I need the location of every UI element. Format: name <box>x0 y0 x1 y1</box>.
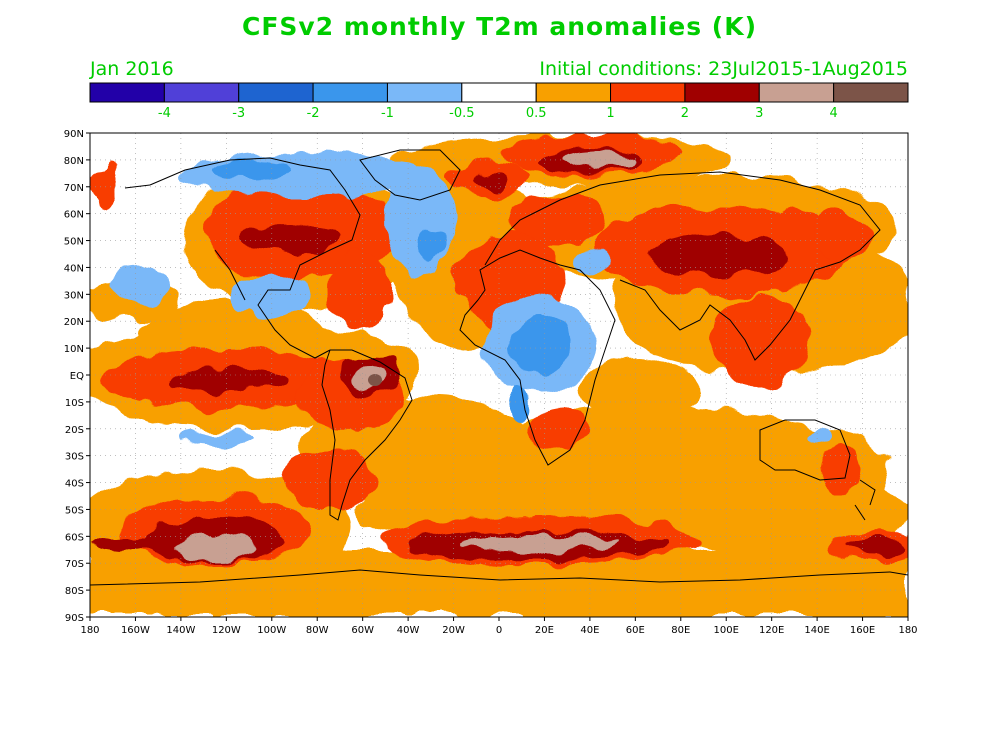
lon-label: 100W <box>257 625 286 636</box>
lat-label: 40S <box>65 479 84 490</box>
colorbar-tick-label: -0.5 <box>449 106 474 121</box>
lon-label: 60E <box>626 625 645 636</box>
longitude-labels: 180 160W 140W 120W 100W 80W 60W 40W 20W 0 20E 40E 60… <box>80 617 918 636</box>
colorbar-tick-label: 0.5 <box>526 106 547 121</box>
lon-label: 60W <box>351 625 374 636</box>
lat-label: 80N <box>64 156 84 167</box>
colorbar-tick-label: 2 <box>681 106 689 121</box>
lon-label: 40W <box>397 625 420 636</box>
lon-label: 40E <box>580 625 599 636</box>
colorbar-swatch <box>833 82 909 103</box>
colorbar-tick-label: 3 <box>755 106 763 121</box>
lat-label: 90S <box>65 613 84 624</box>
anomaly-field-lightblue <box>110 153 832 448</box>
lat-label: 30N <box>64 290 84 301</box>
lat-label: 90N <box>64 129 84 140</box>
lat-label: EQ <box>70 371 84 382</box>
latitude-labels: 90N 80N 70N 60N 50N 40N 30N 20N 10N EQ 10S 20S 30S 40… <box>64 129 90 624</box>
chart-title: CFSv2 monthly T2m anomalies (K) <box>241 12 758 41</box>
colorbar-tick-label: 4 <box>829 106 837 121</box>
lat-label: 70N <box>64 183 84 194</box>
lat-label: 10S <box>65 398 84 409</box>
lon-label: 140W <box>166 625 195 636</box>
colorbar-tick-label: -3 <box>232 106 245 121</box>
lon-label: 160W <box>121 625 150 636</box>
lat-label: 50N <box>64 237 84 248</box>
lat-label: 20S <box>65 425 84 436</box>
valid-month-label: Jan 2016 <box>90 58 174 80</box>
lon-label: 140E <box>804 625 829 636</box>
lon-label: 120E <box>759 625 784 636</box>
lon-label: 180 <box>80 625 99 636</box>
colorbar: -4 -3 -2 -1 -0.5 0.5 1 2 3 4 <box>89 82 909 121</box>
colorbar-tick-label: -4 <box>158 106 171 121</box>
colorbar-tick-label: 1 <box>606 106 614 121</box>
graticule <box>90 133 908 617</box>
lon-label: 80W <box>306 625 329 636</box>
lat-label: 60S <box>65 532 84 543</box>
lat-label: 70S <box>65 559 84 570</box>
lon-label: 20E <box>535 625 554 636</box>
colorbar-tick-label: -2 <box>307 106 320 121</box>
lat-label: 20N <box>64 317 84 328</box>
anomaly-field-blue <box>210 160 570 420</box>
lon-label: 180 <box>898 625 917 636</box>
lon-label: 100E <box>714 625 739 636</box>
initial-conditions-label: Initial conditions: 23Jul2015-1Aug2015 <box>539 58 908 80</box>
lon-label: 160E <box>850 625 875 636</box>
colorbar-tick-label: -1 <box>381 106 394 121</box>
lat-label: 30S <box>65 452 84 463</box>
lon-label: 80E <box>671 625 690 636</box>
lon-label: 120W <box>212 625 241 636</box>
lat-label: 60N <box>64 210 84 221</box>
lat-label: 80S <box>65 586 84 597</box>
lat-label: 50S <box>65 505 84 516</box>
lon-label: 0 <box>496 625 502 636</box>
coastlines <box>90 149 908 586</box>
lat-label: 10N <box>64 344 84 355</box>
lat-label: 40N <box>64 263 84 274</box>
lon-label: 20W <box>442 625 465 636</box>
anomaly-field-brown <box>368 374 382 386</box>
